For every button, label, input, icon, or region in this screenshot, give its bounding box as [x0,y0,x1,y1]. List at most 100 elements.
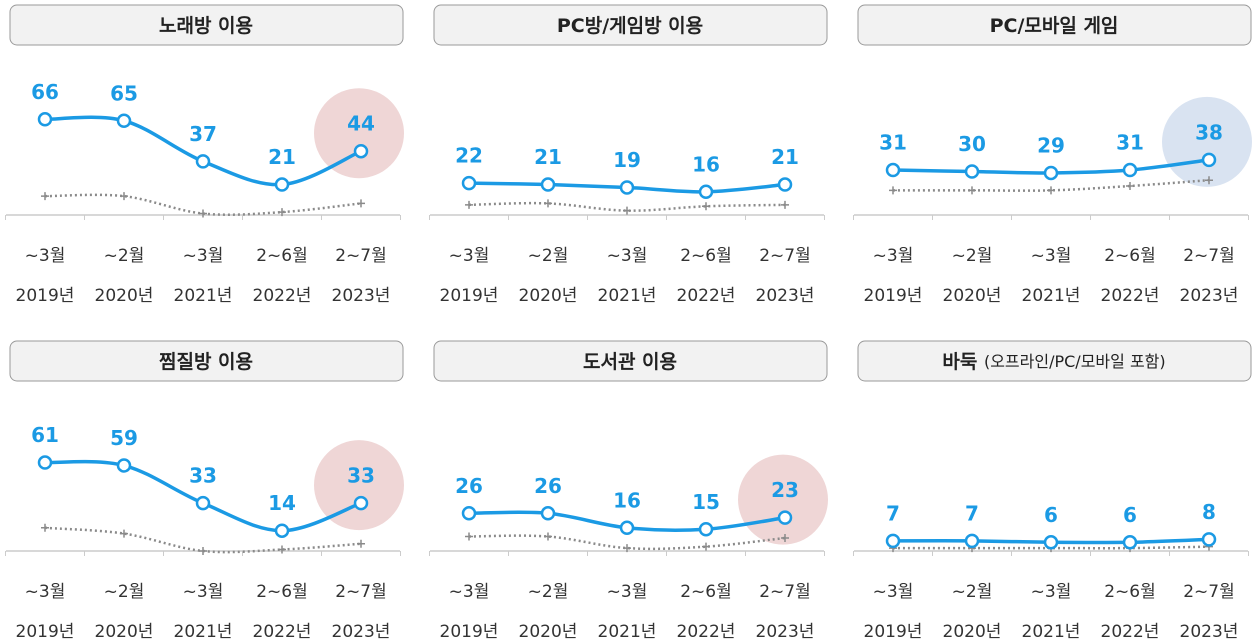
x-tick-label: 2020년 [95,622,154,639]
x-tick-label: 2020년 [519,622,578,639]
plus-marker [465,200,473,209]
plus-marker [199,547,207,555]
point [1043,165,1059,181]
x-tick-label: 2~7월 [335,246,387,266]
x-tick-label: 2~7월 [1183,246,1235,266]
plus-marker [1047,186,1055,195]
data-label: 15 [692,490,720,514]
x-tick-label: ~3월 [25,246,66,266]
x-tick-label: ~3월 [183,582,224,602]
data-label: 61 [31,423,59,447]
x-tick-label: ~3월 [607,246,648,266]
point [777,510,793,525]
chart-panel: 노래방 이용 ~3월 2019년 ~2월 2020년 ~3월 2021년 2~6월 2022년 2… [5,4,404,306]
plus-marker [120,192,128,201]
x-tick-label: 2~6월 [1104,582,1156,602]
x-tick-label: 2022년 [677,622,736,639]
chart-title: 바둑 (오프라인/PC/모바일 포함) [942,351,1165,373]
plus-marker [889,186,897,195]
data-label: 33 [347,464,375,488]
data-label: 44 [347,112,375,136]
highlight [314,440,404,531]
x-tick-label: 2023년 [1180,622,1239,639]
point [540,506,556,521]
data-label: 33 [189,464,217,488]
point [195,495,211,511]
point [619,520,635,536]
x-tick-label: ~2월 [528,246,569,266]
data-label: 31 [879,131,907,155]
point [698,184,714,200]
x-tick-label: ~3월 [873,246,914,266]
x-tick-label: 2~6월 [1104,246,1156,266]
data-label: 26 [455,474,483,498]
x-tick-label: 2~7월 [759,246,811,266]
point [1122,162,1138,178]
x-tick-label: 2021년 [1022,622,1081,639]
data-label: 7 [965,501,979,525]
x-tick-label: 2022년 [253,622,312,639]
title-box [433,340,828,382]
x-tick-label: 2~7월 [335,582,387,602]
point [37,112,53,127]
x-tick-label: 2019년 [440,286,499,306]
data-label: 6 [1044,503,1058,527]
x-tick-label: 2023년 [332,286,391,306]
plus-marker [544,199,552,208]
x-tick-label: ~3월 [873,582,914,602]
x-tick-label: 2~7월 [1183,582,1235,602]
plus-marker [781,200,789,209]
data-label: 26 [534,474,562,498]
data-label: 14 [268,491,296,515]
x-tick-label: 2023년 [756,286,815,306]
x-tick-label: 2022년 [1101,622,1160,639]
data-label: 38 [1195,120,1223,144]
plus-marker [623,544,631,553]
x-tick-label: 2022년 [1101,286,1160,306]
x-tick-label: ~2월 [104,582,145,602]
x-tick-label: 2020년 [943,286,1002,306]
x-tick-label: 2020년 [943,622,1002,639]
title-box [433,4,828,46]
x-tick-label: 2019년 [864,286,923,306]
chart-title: PC방/게임방 이용 [557,15,703,37]
chart-panel: PC/모바일 게임 ~3월 2019년 ~2월 2020년 ~3월 2021년 2~6월 202… [853,4,1252,306]
chart-panel: 바둑 (오프라인/PC/모바일 포함) ~3월 2019년 ~2월 2020년 ~3월 20… [853,340,1252,639]
plus-marker [41,192,49,201]
x-tick-label: ~2월 [952,582,993,602]
chart-title: PC/모바일 게임 [990,15,1119,37]
title-box [857,4,1252,46]
x-tick-label: ~3월 [183,246,224,266]
plus-marker [199,209,207,218]
title-text: 찜질방 이용 [159,351,253,373]
chart-panel: 찜질방 이용 ~3월 2019년 ~2월 2020년 ~3월 2021년 2~6월 2022년 2… [5,340,404,639]
title-text: 도서관 이용 [583,351,677,373]
plus-marker [357,539,365,548]
x-tick-label: ~3월 [449,582,490,602]
x-tick-label: 2021년 [174,622,233,639]
data-label: 21 [534,145,562,169]
point [353,495,369,511]
point [461,175,477,191]
x-tick-label: 2023년 [1180,286,1239,306]
point [1201,532,1217,547]
x-tick-label: 2019년 [16,286,75,306]
plus-marker [41,523,49,532]
x-tick-label: ~3월 [1031,582,1072,602]
plus-marker [278,545,286,554]
plus-marker [1205,176,1213,185]
chart-title: 노래방 이용 [159,15,253,37]
plus-marker [968,186,976,195]
point [1043,535,1059,550]
data-label: 22 [455,144,483,168]
plus-marker [781,533,789,542]
plus-marker [1126,182,1134,190]
plus-marker [702,542,710,551]
x-tick-label: 2021년 [1022,286,1081,306]
x-tick-label: 2~6월 [680,246,732,266]
subtitle-text: (오프라인/PC/모바일 포함) [984,352,1166,371]
data-label: 8 [1202,500,1216,524]
point [274,177,290,192]
title-text: PC/모바일 게임 [990,15,1119,37]
